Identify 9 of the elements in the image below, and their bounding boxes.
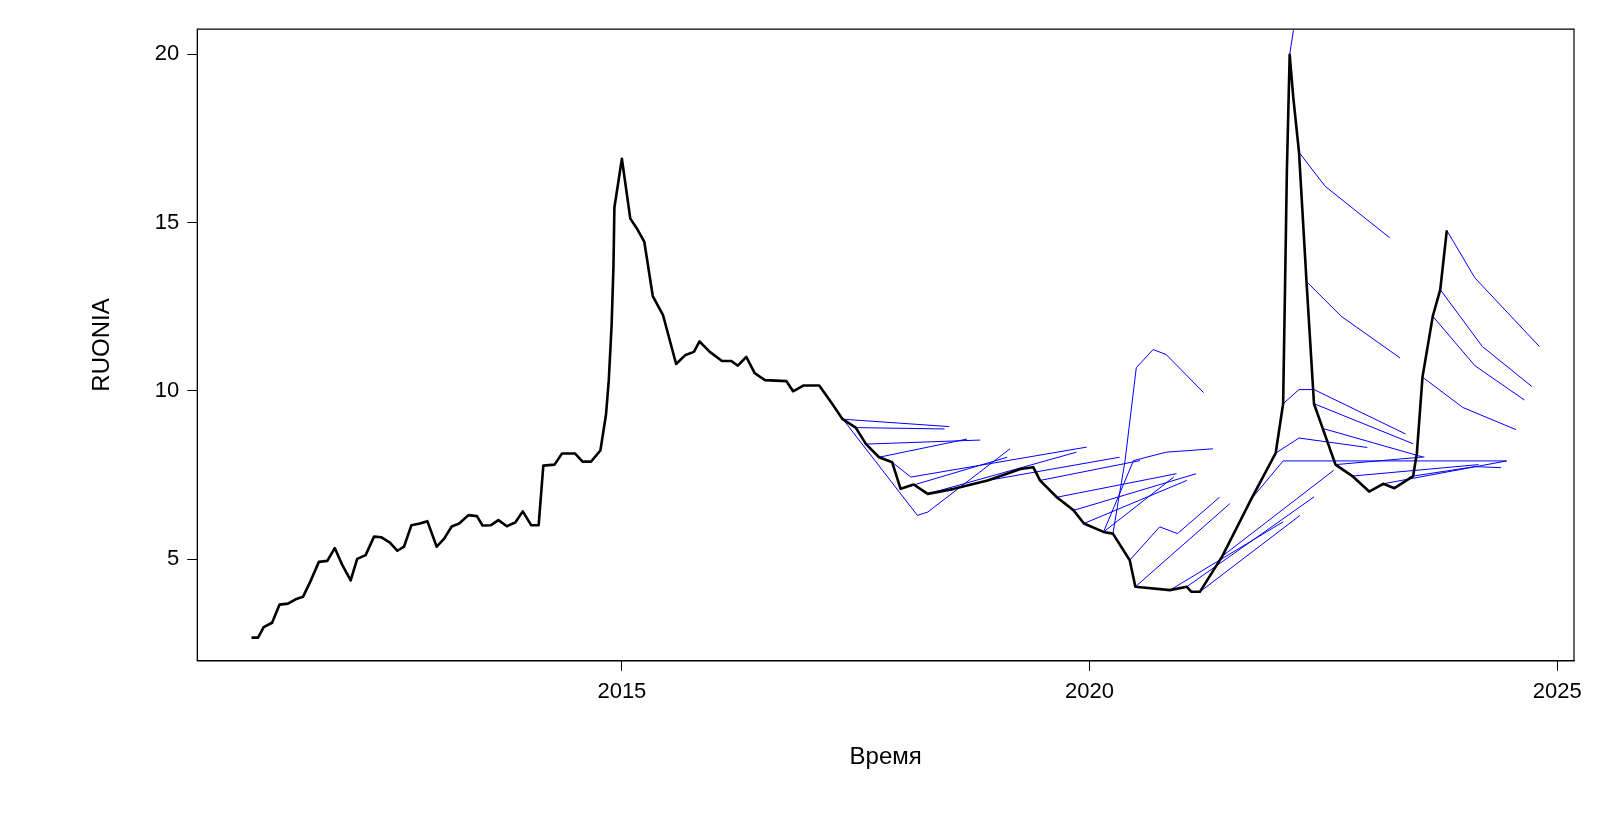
y-tick-label: 5 — [167, 545, 180, 571]
y-tick-label: 20 — [154, 40, 180, 66]
x-tick-label: 2025 — [1532, 678, 1582, 704]
y-axis-title: RUONIA — [87, 298, 115, 392]
x-tick-label: 2020 — [1065, 678, 1114, 704]
y-tick-label: 10 — [154, 376, 180, 402]
x-tick-label: 2015 — [597, 678, 647, 704]
y-tick-label: 15 — [154, 208, 180, 234]
x-axis-title: Время — [849, 742, 922, 770]
